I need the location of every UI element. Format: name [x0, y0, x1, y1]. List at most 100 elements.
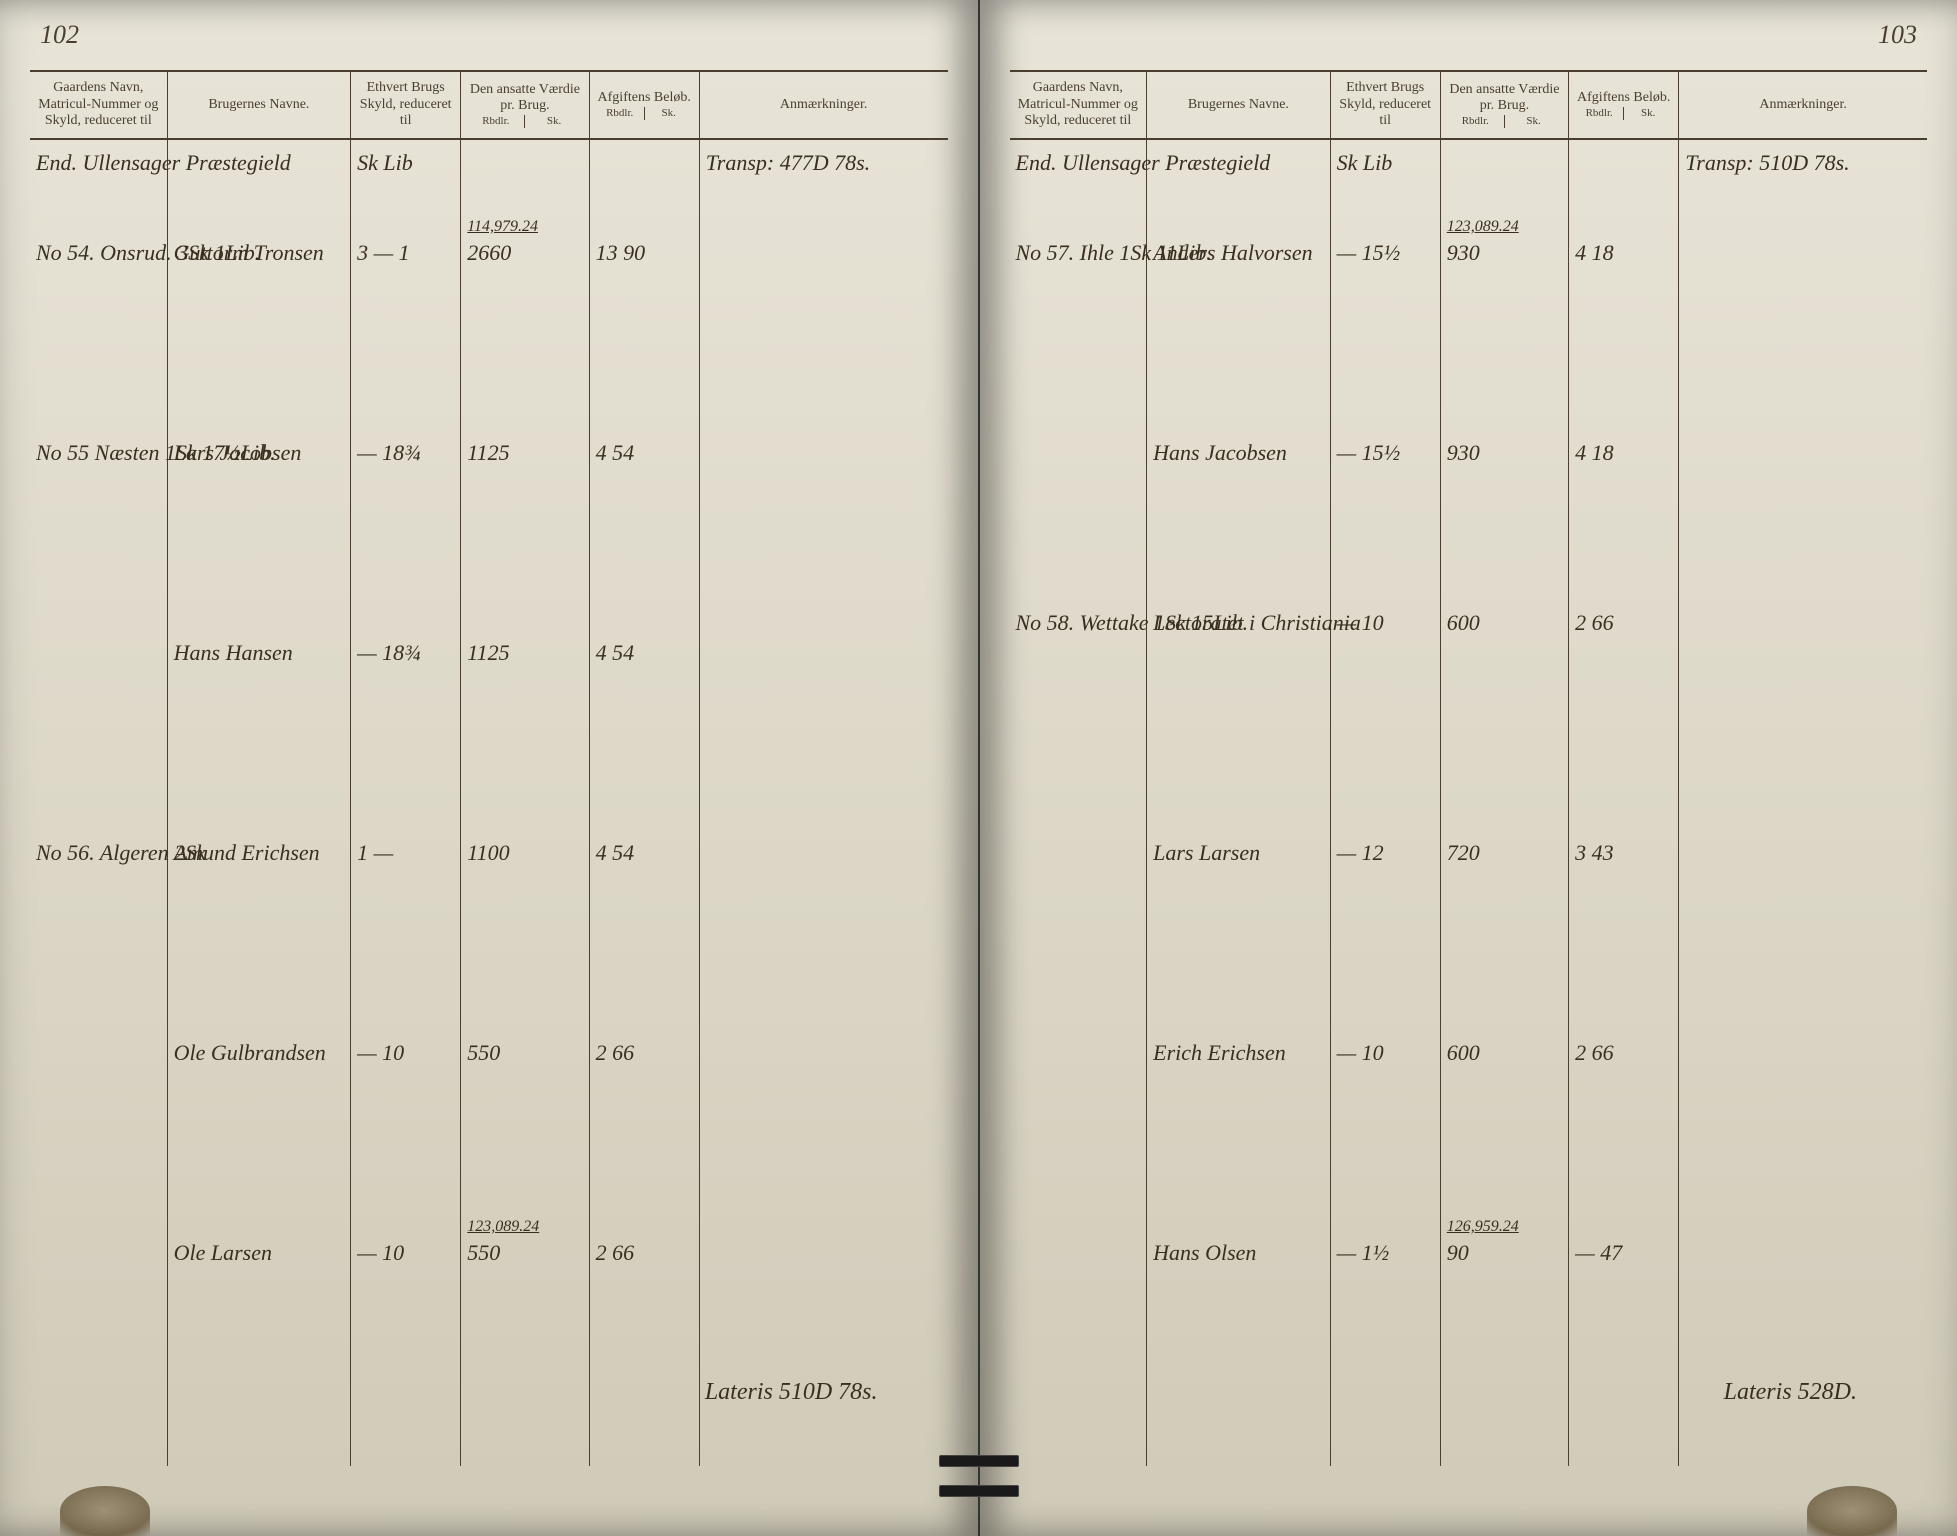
cell-bruger: Ole Larsen [168, 1240, 352, 1266]
header-afgift: Afgiftens Beløb. Rbdlr. Sk. [590, 72, 700, 138]
cell-skyld: — 10 [351, 1240, 461, 1266]
cell-skyld: — 10 [1331, 1040, 1441, 1066]
cell-afgift: 4 54 [590, 440, 700, 466]
header-gaard: Gaardens Navn, Matricul-Nummer og Skyld,… [30, 72, 168, 138]
header-anm: Anmærkninger. [700, 72, 948, 138]
left-page: 102 Gaardens Navn, Matricul-Nummer og Sk… [0, 0, 980, 1536]
header-vaerdie-r: Den ansatte Værdie pr. Brug. Rbdlr. Sk. [1441, 72, 1569, 138]
sub-sk2: Sk. [645, 107, 693, 120]
skyld-header: Sk Lib [351, 150, 461, 176]
ledger-row: No 56. Algeren 2SkAmund Erichsen1 —11004… [30, 840, 948, 866]
clip-icon [939, 1485, 1019, 1497]
cell-skyld: — 15½ [1331, 240, 1441, 266]
page-number-left: 102 [40, 20, 79, 50]
vertical-rules [30, 140, 948, 1466]
cell-bruger: Hans Jacobsen [1147, 440, 1331, 466]
cell-skyld: 1 — [351, 840, 461, 866]
running-sum: 123,089.24 [1447, 218, 1519, 236]
ledger-row: Hans Hansen— 18¾11254 54 [30, 640, 948, 666]
cell-gaard: No 57. Ihle 1Sk 11Lib. [1010, 240, 1148, 266]
sub-rbdlr: Rbdlr. [467, 115, 525, 128]
ledger-row: Ole Larsen— 10123,089.245502 66 [30, 1240, 948, 1266]
header-afgift-text: Afgiftens Beløb. [596, 90, 693, 107]
parish-row-r: End. Ullensager Præstegield Sk Lib Trans… [1010, 150, 1928, 176]
body-area-left: End. Ullensager Præstegield Sk Lib Trans… [30, 140, 948, 1466]
running-sum: 126,959.24 [1447, 1218, 1519, 1236]
cell-vaerdie: 550 [461, 1040, 589, 1066]
ledger-row: Erich Erichsen— 106002 66 [1010, 1040, 1928, 1066]
header-anm-r: Anmærkninger. [1679, 72, 1927, 138]
parish-name: End. Ullensager Præstegield [30, 150, 168, 176]
cell-vaerdie: 123,089.24930 [1441, 240, 1569, 266]
cell-afgift: 4 54 [590, 840, 700, 866]
cell-afgift: — 47 [1569, 1240, 1679, 1266]
cell-afgift: 2 66 [590, 1240, 700, 1266]
cell-afgift: 4 18 [1569, 440, 1679, 466]
cell-bruger: Lectoratet i Christiania [1147, 610, 1331, 636]
header-bruger-r: Brugernes Navne. [1147, 72, 1331, 138]
cell-bruger: Anders Halvorsen [1147, 240, 1331, 266]
header-row-right: Gaardens Navn, Matricul-Nummer og Skyld,… [1010, 70, 1928, 140]
header-skyld-r: Ethvert Brugs Skyld, reduceret til [1331, 72, 1441, 138]
lateris-left: Lateris 510D 78s. [705, 1379, 878, 1406]
cell-vaerdie: 123,089.24550 [461, 1240, 589, 1266]
header-skyld: Ethvert Brugs Skyld, reduceret til [351, 72, 461, 138]
cell-afgift: 4 54 [590, 640, 700, 666]
header-gaard-r: Gaardens Navn, Matricul-Nummer og Skyld,… [1010, 72, 1148, 138]
cell-vaerdie: 1125 [461, 640, 589, 666]
cell-bruger: Erich Erichsen [1147, 1040, 1331, 1066]
cell-gaard: No 55 Næsten 1Sk 17½Lib. [30, 440, 168, 466]
cell-skyld: — 12 [1331, 840, 1441, 866]
skyld-header-r: Sk Lib [1331, 150, 1441, 176]
cell-bruger: Amund Erichsen [168, 840, 352, 866]
cell-gaard: No 58. Wettake 1Sk 15Lib. [1010, 610, 1148, 636]
sub-rbdlr2: Rbdlr. [596, 107, 645, 120]
header-vaerdie-text-r: Den ansatte Værdie pr. Brug. [1447, 82, 1562, 116]
transport-right: Transp: 510D 78s. [1679, 150, 1927, 176]
page-number-right: 103 [1878, 20, 1917, 50]
header-bruger: Brugernes Navne. [168, 72, 352, 138]
header-afgift-r: Afgiftens Beløb. Rbdlr. Sk. [1569, 72, 1679, 138]
sub-sk-r: Sk. [1505, 115, 1562, 128]
cell-afgift: 2 66 [1569, 610, 1679, 636]
cell-bruger: Guttorm Tronsen [168, 240, 352, 266]
cell-bruger: Hans Olsen [1147, 1240, 1331, 1266]
ledger-book: 102 Gaardens Navn, Matricul-Nummer og Sk… [0, 0, 1957, 1536]
cell-skyld: — 18¾ [351, 440, 461, 466]
binding-clips [939, 1446, 1019, 1506]
cell-bruger: Lars Jacobsen [168, 440, 352, 466]
cell-vaerdie: 1100 [461, 840, 589, 866]
parish-name-r: End. Ullensager Præstegield [1010, 150, 1148, 176]
transport-left: Transp: 477D 78s. [700, 150, 948, 176]
cell-skyld: — 10 [1331, 610, 1441, 636]
cell-afgift: 3 43 [1569, 840, 1679, 866]
cell-bruger: Lars Larsen [1147, 840, 1331, 866]
right-page: 103 Gaardens Navn, Matricul-Nummer og Sk… [980, 0, 1957, 1536]
cell-afgift: 2 66 [1569, 1040, 1679, 1066]
running-sum: 114,979.24 [467, 218, 538, 236]
parish-row: End. Ullensager Præstegield Sk Lib Trans… [30, 150, 948, 176]
clip-icon [939, 1455, 1019, 1467]
body-area-right: End. Ullensager Præstegield Sk Lib Trans… [1010, 140, 1928, 1466]
cell-vaerdie: 720 [1441, 840, 1569, 866]
header-afgift-text-r: Afgiftens Beløb. [1575, 90, 1672, 107]
header-row: Gaardens Navn, Matricul-Nummer og Skyld,… [30, 70, 948, 140]
sub-sk2-r: Sk. [1624, 107, 1672, 120]
sub-rbdlr2-r: Rbdlr. [1575, 107, 1624, 120]
cell-afgift: 13 90 [590, 240, 700, 266]
sub-sk: Sk. [525, 115, 582, 128]
ledger-row: No 58. Wettake 1Sk 15Lib.Lectoratet i Ch… [1010, 610, 1928, 636]
cell-skyld: 3 — 1 [351, 240, 461, 266]
cell-vaerdie: 126,959.2490 [1441, 1240, 1569, 1266]
ledger-row: Hans Olsen— 1½126,959.2490— 47 [1010, 1240, 1928, 1266]
sub-rbdlr-r: Rbdlr. [1447, 115, 1505, 128]
running-sum: 123,089.24 [467, 1218, 539, 1236]
cell-skyld: — 10 [351, 1040, 461, 1066]
cell-vaerdie: 600 [1441, 610, 1569, 636]
cell-bruger: Ole Gulbrandsen [168, 1040, 352, 1066]
cell-skyld: — 18¾ [351, 640, 461, 666]
vertical-rules-r [1010, 140, 1928, 1466]
ledger-table-left: Gaardens Navn, Matricul-Nummer og Skyld,… [30, 70, 948, 1466]
thumb-shadow-left [60, 1486, 150, 1536]
ledger-row: No 55 Næsten 1Sk 17½Lib.Lars Jacobsen— 1… [30, 440, 948, 466]
